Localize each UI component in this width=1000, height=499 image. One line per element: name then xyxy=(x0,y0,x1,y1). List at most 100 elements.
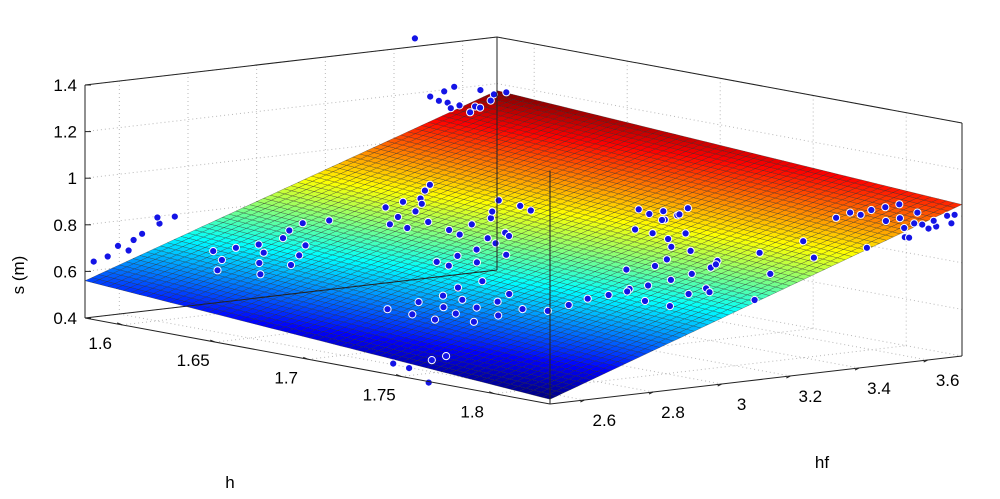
data-point xyxy=(438,291,448,300)
data-point xyxy=(516,201,525,210)
data-point xyxy=(259,248,268,257)
data-point xyxy=(393,212,403,222)
data-point xyxy=(667,242,676,251)
data-point xyxy=(209,247,218,256)
y-tick-label: 3.4 xyxy=(867,379,891,398)
data-point xyxy=(124,246,133,255)
data-point xyxy=(411,207,420,216)
data-point xyxy=(623,287,632,296)
data-point xyxy=(213,266,222,275)
data-point xyxy=(451,309,460,318)
data-point xyxy=(89,257,98,266)
data-point xyxy=(502,250,511,259)
data-point xyxy=(103,252,112,261)
data-point xyxy=(256,270,265,279)
data-point xyxy=(905,233,914,242)
data-point xyxy=(564,300,573,310)
x-tick-mark xyxy=(489,391,495,395)
data-point xyxy=(488,207,497,216)
data-point xyxy=(445,225,454,235)
data-point xyxy=(442,352,451,361)
data-point xyxy=(255,258,264,268)
data-point xyxy=(113,241,123,250)
data-point xyxy=(686,246,695,255)
data-point xyxy=(278,234,288,243)
y-tick-mark xyxy=(580,399,585,403)
data-point xyxy=(664,234,673,244)
y-tick-mark xyxy=(923,359,928,363)
z-tick-label: 0.4 xyxy=(53,309,77,328)
x-tick-label: 1.6 xyxy=(88,334,112,353)
data-point xyxy=(705,288,714,297)
data-point xyxy=(472,303,481,312)
data-point xyxy=(881,203,890,212)
data-point xyxy=(604,290,613,300)
data-point xyxy=(467,220,476,229)
x-axis-label: h xyxy=(225,473,234,492)
box-edge-bottom xyxy=(84,317,551,405)
data-point xyxy=(217,255,226,265)
data-point xyxy=(453,251,462,260)
data-point xyxy=(453,283,463,292)
z-tick-label: 0.6 xyxy=(53,262,77,281)
data-point xyxy=(231,243,240,252)
data-point xyxy=(494,311,503,320)
y-tick-mark xyxy=(648,391,654,395)
data-point xyxy=(405,364,414,373)
z-tick-label: 0.8 xyxy=(53,216,77,235)
data-point xyxy=(809,253,819,262)
data-point xyxy=(657,215,667,225)
data-point xyxy=(325,216,334,225)
x-tick-mark xyxy=(303,356,309,360)
points-layer xyxy=(89,34,959,387)
data-point xyxy=(450,82,459,91)
data-point xyxy=(675,210,684,219)
data-point xyxy=(913,208,922,217)
data-point xyxy=(856,210,865,219)
y-tick-mark xyxy=(717,383,722,387)
z-tick-label: 1 xyxy=(68,169,77,188)
data-point xyxy=(414,298,423,307)
data-point xyxy=(417,199,426,208)
data-point xyxy=(867,205,876,215)
data-point xyxy=(381,203,390,212)
data-point xyxy=(410,34,419,43)
data-point xyxy=(286,260,296,270)
data-point xyxy=(486,96,495,105)
data-point xyxy=(389,359,398,368)
data-point xyxy=(799,237,808,246)
data-point xyxy=(469,317,478,326)
data-point xyxy=(910,219,919,228)
data-point xyxy=(432,257,441,266)
data-point xyxy=(648,229,657,238)
data-point xyxy=(895,200,904,209)
data-point xyxy=(862,243,872,252)
data-point xyxy=(254,240,263,249)
data-point xyxy=(950,210,959,219)
data-point xyxy=(645,209,654,219)
x-tick-label: 1.8 xyxy=(460,403,484,422)
data-point xyxy=(505,289,514,299)
data-point xyxy=(458,295,467,304)
x-tick-mark xyxy=(210,339,216,343)
data-point xyxy=(403,223,412,233)
y-axis-label: hf xyxy=(815,453,829,472)
data-point xyxy=(420,186,429,195)
box-edge-top xyxy=(84,36,498,86)
data-point xyxy=(170,212,179,221)
data-point xyxy=(129,235,138,245)
data-point xyxy=(398,197,408,206)
data-point xyxy=(687,269,696,278)
data-point xyxy=(924,224,933,233)
data-point xyxy=(650,261,660,271)
data-point xyxy=(483,234,492,243)
data-point xyxy=(486,214,495,223)
y-tick-label: 2.8 xyxy=(661,403,685,422)
data-point xyxy=(526,206,535,215)
x-tick-mark xyxy=(396,374,402,377)
x-tick-mark xyxy=(117,322,123,326)
data-point xyxy=(444,261,453,270)
data-point xyxy=(385,220,394,229)
x-tick-label: 1.65 xyxy=(177,351,210,370)
data-point xyxy=(455,101,464,110)
